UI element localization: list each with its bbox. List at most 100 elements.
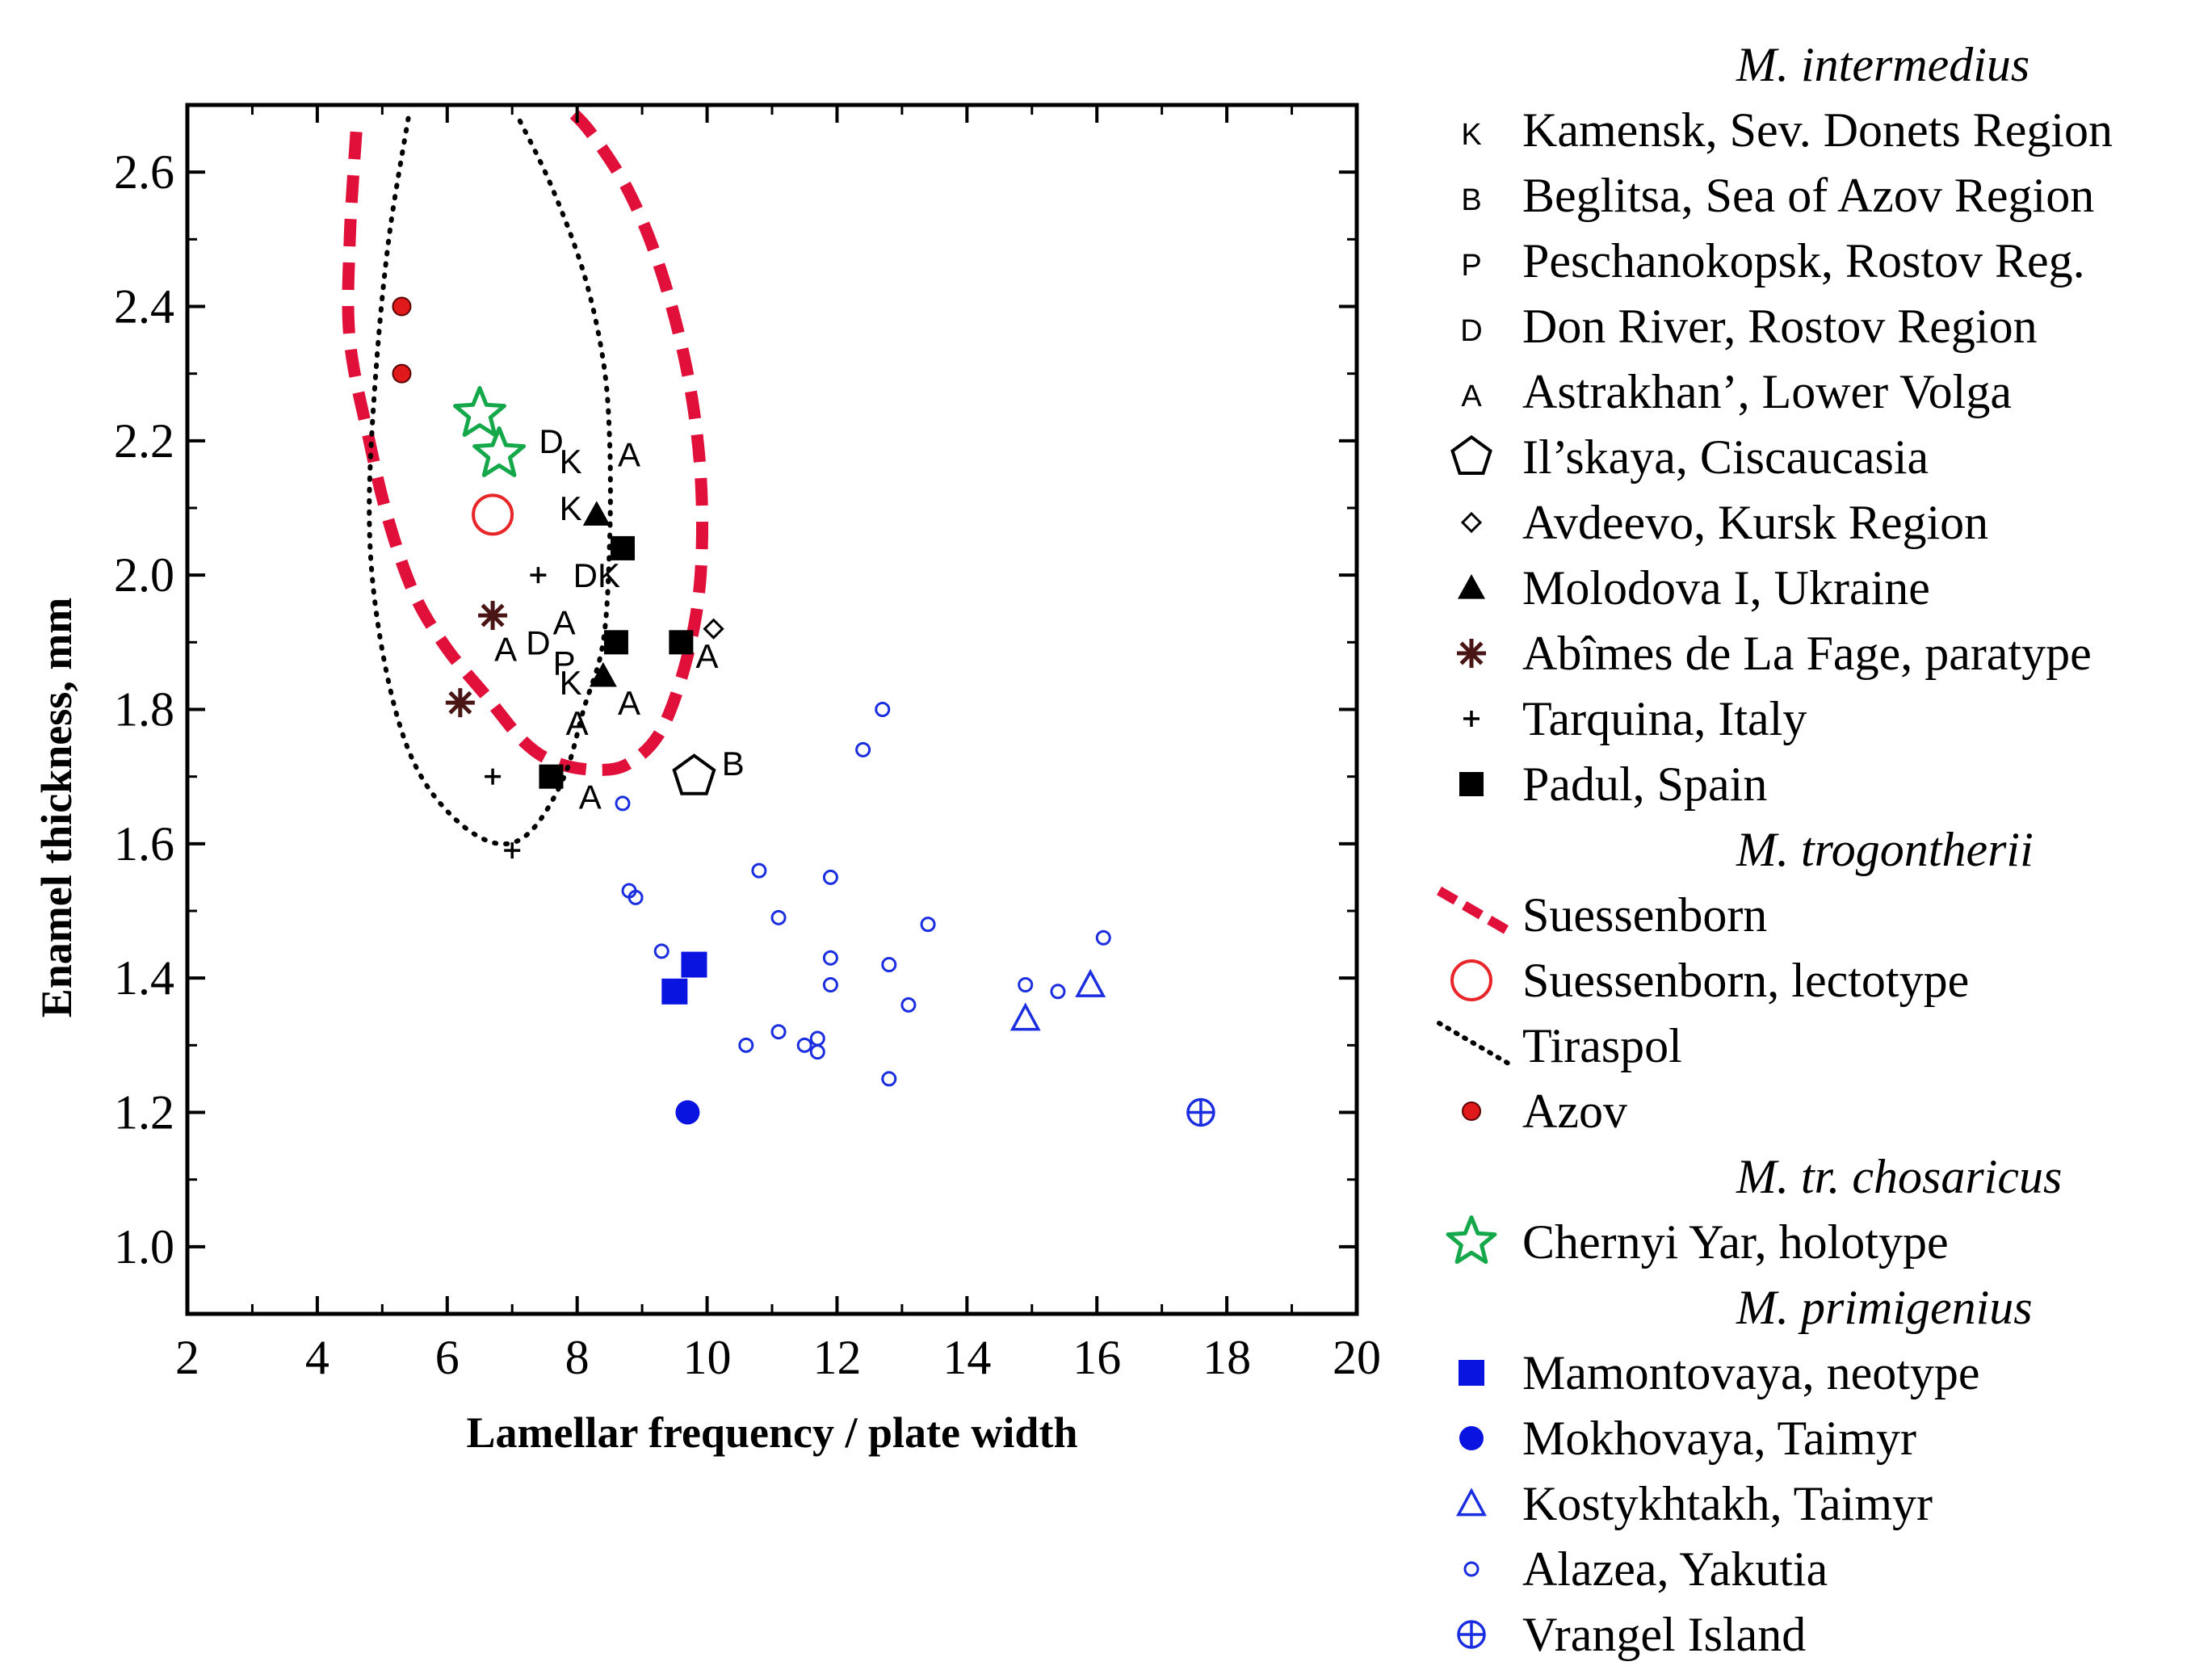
y-tick-label: 1.6	[114, 817, 174, 871]
alazea-yakutia-point	[751, 862, 767, 879]
letter-point: D	[526, 623, 550, 661]
alazea-yakutia-point	[900, 997, 917, 1013]
kostykhtakh-taimyr-point-shape	[1075, 968, 1106, 997]
alazea-yakutia-point-shape	[822, 869, 838, 885]
alazea-yakutia-point-shape	[653, 943, 669, 959]
alazea-yakutia-point-shape	[875, 702, 891, 717]
ab-mes-de-la-fage-paratype-point-stroke	[481, 603, 505, 627]
x-tick-label: 18	[1203, 1331, 1251, 1384]
alazea-yakutia-point-shape	[822, 976, 838, 992]
legend-asterisk-icon	[1457, 639, 1486, 668]
legend-diamond-icon	[1460, 511, 1483, 534]
avdeevo-kursk-region-point-shape	[703, 618, 724, 640]
legend-star-icon	[1446, 1215, 1497, 1265]
legend-label: Suessenborn, lectotype	[1522, 954, 1969, 1007]
legend-label: Mamontovaya, neotype	[1522, 1346, 1980, 1399]
padul-spain-point	[669, 630, 694, 655]
alazea-yakutia-point	[1095, 929, 1111, 946]
azov-point-shape	[392, 296, 412, 317]
x-tick-label: 2	[175, 1331, 199, 1384]
legend-letter-icon: K	[1461, 118, 1481, 152]
letter-point: A	[618, 435, 640, 473]
legend-group-header: M. intermedius	[1736, 38, 2029, 91]
mokhovaya-taimyr-point	[675, 1100, 700, 1125]
azov-point	[392, 363, 412, 384]
alazea-yakutia-point	[615, 795, 631, 812]
legend-label: Beglitsa, Sea of Azov Region	[1522, 169, 2094, 222]
legend-label: Abîmes de La Fage, paratype	[1522, 627, 2092, 680]
alazea-yakutia-point-shape	[900, 997, 917, 1013]
alazea-yakutia-point	[822, 950, 838, 966]
x-tick-label: 10	[683, 1331, 732, 1384]
molodova-i-ukraine-point	[589, 661, 617, 687]
legend-circle-open-red-icon-shape	[1450, 959, 1492, 1001]
plot-frame	[185, 103, 1359, 1316]
letter-point: A	[579, 778, 602, 816]
tarquina-italy-point	[485, 768, 502, 785]
x-tick-label: 12	[812, 1331, 861, 1384]
alazea-yakutia-point-shape	[822, 950, 838, 966]
chernyi-yar-holotype-point-shape	[472, 426, 527, 477]
padul-spain-point	[610, 535, 635, 560]
chernyi-yar-holotype-point	[453, 386, 506, 437]
legend-letter-icon: P	[1461, 249, 1481, 283]
legend-blue-triangle-icon	[1456, 1487, 1487, 1517]
legend-label: Alazea, Yakutia	[1522, 1542, 1828, 1596]
legend-blue-small-circle-icon	[1463, 1561, 1480, 1577]
alazea-yakutia-point-shape	[881, 1071, 897, 1087]
legend-dashed-line-icon-shape	[1436, 886, 1512, 936]
y-tick-label: 2.0	[114, 548, 174, 602]
letter-point: A	[553, 603, 576, 641]
alazea-yakutia-point	[920, 917, 936, 933]
azov-point	[392, 296, 412, 317]
letter-point: A	[618, 684, 640, 722]
alazea-yakutia-point	[653, 943, 669, 959]
letter-point: D	[539, 422, 563, 460]
legend-label: Kamensk, Sev. Donets Region	[1522, 103, 2113, 157]
legend-label: Azov	[1522, 1085, 1627, 1138]
alazea-yakutia-point-shape	[770, 1024, 787, 1040]
y-tick-label: 2.6	[114, 145, 174, 199]
il-skaya-ciscaucasia-point	[672, 753, 716, 795]
legend-blue-square-icon-shape	[1459, 1360, 1484, 1386]
legend-label: Suessenborn	[1522, 888, 1767, 942]
alazea-yakutia-point	[738, 1037, 754, 1053]
alazea-yakutia-point	[809, 1030, 825, 1047]
alazea-yakutia-point	[770, 1024, 787, 1040]
legend-dotted-line-icon	[1437, 1021, 1511, 1066]
legend-blue-circle-icon	[1459, 1426, 1484, 1450]
padul-spain-point-shape	[610, 535, 635, 560]
legend-label: Mokhovaya, Taimyr	[1522, 1412, 1916, 1465]
alazea-yakutia-point	[796, 1037, 812, 1053]
alazea-yakutia-point-shape	[809, 1044, 825, 1060]
legend-blue-circle-icon-shape	[1459, 1426, 1484, 1450]
legend-label: Tiraspol	[1522, 1019, 1682, 1072]
alazea-yakutia-point	[822, 976, 838, 992]
y-tick-label: 2.2	[114, 414, 174, 468]
molodova-i-ukraine-point-shape	[589, 661, 617, 687]
alazea-yakutia-point	[822, 869, 838, 885]
y-tick-label: 1.4	[114, 951, 174, 1005]
alazea-yakutia-point-shape	[1095, 929, 1111, 946]
x-tick-label: 8	[565, 1331, 590, 1384]
y-tick-label: 1.0	[114, 1220, 174, 1273]
suessenborn-lectotype-point-shape	[472, 493, 514, 536]
y-tick-label: 2.4	[114, 280, 174, 334]
alazea-yakutia-point	[1050, 984, 1066, 1000]
legend-blue-small-circle-icon-shape	[1463, 1561, 1480, 1577]
legend-label: Peschanokopsk, Rostov Reg.	[1522, 234, 2085, 287]
molodova-i-ukraine-point	[582, 501, 611, 526]
legend-diamond-icon-shape	[1460, 511, 1483, 534]
legend-label: Don River, Rostov Region	[1522, 300, 2038, 353]
avdeevo-kursk-region-point	[703, 618, 724, 640]
legend: M. intermedius K Kamensk, Sev. Donets Regi…	[1436, 38, 2113, 1661]
x-tick-label: 20	[1333, 1331, 1381, 1384]
legend-group-header: M. tr. chosaricus	[1736, 1150, 2062, 1203]
legend-red-dot-icon-shape	[1462, 1101, 1481, 1121]
alazea-yakutia-point-shape	[770, 909, 787, 925]
alazea-yakutia-point	[770, 909, 787, 925]
alazea-yakutia-point	[881, 957, 897, 973]
y-tick-label: 1.2	[114, 1086, 174, 1139]
kostykhtakh-taimyr-point	[1009, 1002, 1041, 1031]
